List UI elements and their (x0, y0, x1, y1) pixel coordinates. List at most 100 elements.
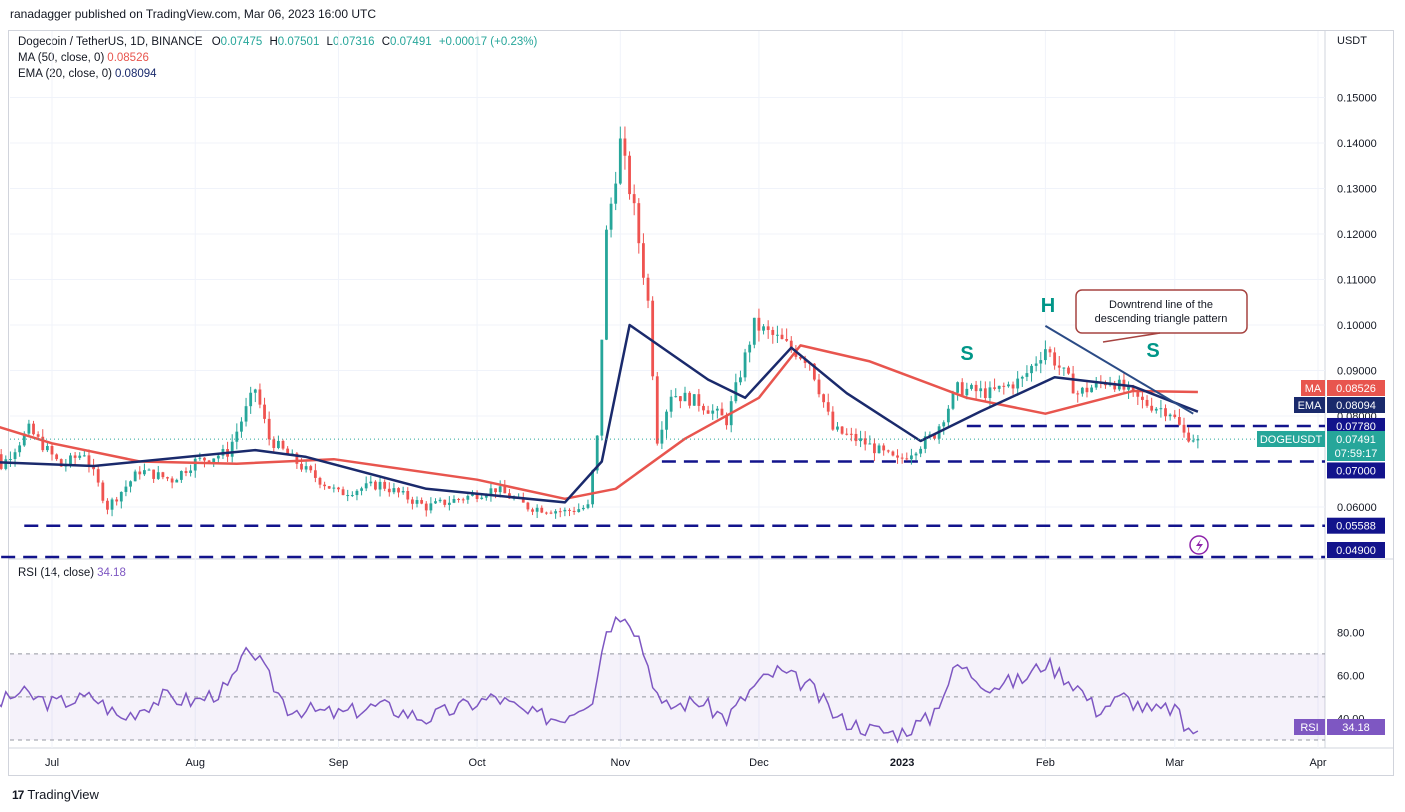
level-0778-value-bg (1327, 417, 1385, 434)
candle-down (558, 511, 562, 513)
candle-down (826, 402, 830, 412)
candle-down (161, 472, 165, 478)
candle-down (896, 455, 899, 458)
candle-up (739, 377, 742, 383)
time-tick-label: Oct (469, 757, 486, 769)
head-label: H (1041, 295, 1055, 317)
level-05588-value-bg (1327, 517, 1385, 534)
candle-down (628, 155, 631, 195)
time-tick-label: Apr (1309, 757, 1326, 769)
candle-up (979, 388, 983, 392)
rsi-legend: RSI (14, close) 34.18 (18, 567, 126, 579)
candle-down (1011, 384, 1015, 389)
open-value: 0.07475 (220, 36, 263, 48)
time-tick-label: Dec (749, 757, 769, 769)
candle-down (720, 408, 724, 416)
candle-up (147, 469, 151, 471)
candle-up (1127, 385, 1130, 390)
candle-up (378, 481, 382, 490)
candle-down (1150, 405, 1154, 411)
candle-up (480, 497, 484, 499)
alert-lightning-icon (1189, 535, 1209, 555)
candle-up (1168, 414, 1172, 417)
candle-down (59, 459, 63, 467)
candle-down (568, 509, 571, 511)
candle-up (914, 453, 918, 456)
candle-up (965, 388, 969, 396)
candle-down (960, 382, 964, 396)
candle-up (1025, 373, 1029, 377)
candle-up (429, 503, 433, 511)
candle-down (272, 439, 276, 448)
candle-down (170, 478, 174, 483)
candle-down (166, 477, 169, 479)
candle-down (115, 499, 119, 502)
candle-down (443, 499, 447, 505)
alert-lightning-bolt-icon (1196, 539, 1203, 552)
candle-down (771, 329, 775, 335)
candle-down (96, 469, 100, 483)
candle-down (766, 326, 770, 330)
candle-down (337, 487, 340, 490)
rsi-axis-value-bg (1327, 719, 1385, 735)
candle-down (849, 433, 853, 435)
candle-down (526, 502, 530, 510)
callout-text-line2: descending triangle pattern (1095, 313, 1228, 325)
left-shoulder-label: S (960, 343, 973, 365)
candle-up (78, 455, 82, 458)
candle-up (360, 488, 363, 491)
level-0490-value: 0.04900 (1336, 545, 1376, 557)
candle-up (951, 392, 955, 409)
candle-down (799, 356, 802, 359)
candle-down (886, 450, 890, 452)
candle-up (1007, 384, 1010, 387)
candle-down (1076, 393, 1080, 395)
symbol-axis-label-bg (1257, 431, 1325, 447)
candle-up (600, 339, 604, 436)
low-label: L (326, 36, 333, 48)
candle-down (632, 194, 636, 204)
candle-up (877, 445, 881, 454)
high-label: H (269, 36, 278, 48)
candle-up (45, 445, 49, 451)
candle-down (725, 415, 728, 426)
candle-up (27, 423, 31, 434)
ema20-line (0, 323, 1199, 504)
candle-down (1136, 390, 1140, 397)
candle-up (1080, 387, 1084, 394)
price-tick-label: 0.11000 (1337, 274, 1376, 286)
candle-up (609, 203, 613, 230)
candle-down (646, 277, 650, 301)
candle-up (198, 457, 202, 459)
candle-down (263, 404, 266, 419)
candle-up (586, 504, 590, 508)
candle-down (281, 440, 285, 449)
candle-down (1002, 385, 1006, 387)
candle-down (1067, 367, 1070, 374)
candle-up (669, 396, 673, 412)
candle-down (406, 490, 410, 500)
candle-up (484, 495, 488, 498)
candle-up (683, 392, 687, 402)
candle-up (859, 438, 862, 442)
candle-up (355, 490, 359, 496)
candle-up (946, 408, 950, 423)
candle-down (854, 433, 858, 442)
candle-down (318, 477, 322, 485)
candle-down (845, 433, 849, 435)
candle-down (655, 376, 659, 444)
candle-up (253, 389, 257, 393)
ema-axis-label-bg (1294, 397, 1325, 413)
candle-down (1085, 387, 1089, 393)
candle-down (1053, 352, 1057, 366)
candle-up (156, 472, 160, 479)
candle-up (452, 499, 456, 503)
candle-down (309, 466, 313, 471)
candle-up (216, 455, 220, 459)
time-tick-label: Sep (329, 757, 349, 769)
candle-down (152, 469, 156, 479)
candle-up (665, 411, 668, 430)
candle-up (498, 486, 502, 493)
candle-down (1173, 414, 1177, 418)
